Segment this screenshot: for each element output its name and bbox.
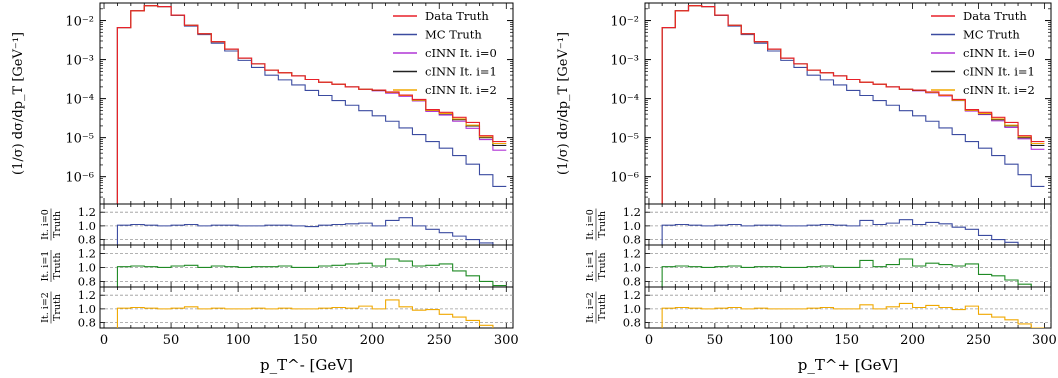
ratio-label-numerator: It. i=2	[585, 292, 596, 323]
ratio-y-tick-label: 1.0	[78, 219, 96, 233]
ratio-axes-frame	[644, 286, 1052, 329]
ratio-y-tick-label: 1.0	[623, 219, 641, 233]
x-tick-label: 300	[1032, 333, 1057, 348]
x-axis-label: p_T^+ [GeV]	[798, 356, 898, 374]
ratio-label-denominator: Truth	[52, 294, 63, 321]
chart-panel-ptminus: 10⁻² 10⁻³ 10⁻⁴ 10⁻⁵ 10⁻⁶ (1/σ) dσ/dp_T [GeV⁻¹…	[11, 2, 519, 374]
ratio-label-denominator: Truth	[597, 294, 608, 321]
legend-label: cINN It. i=2	[425, 83, 497, 97]
x-tick-label: 150	[834, 333, 859, 348]
ratio-label-denominator: Truth	[52, 253, 63, 280]
ratio-label-denominator: Truth	[597, 253, 608, 280]
y-tick-label: 10⁻⁵	[610, 132, 639, 147]
x-tick-label: 100	[226, 333, 251, 348]
x-tick-label: 250	[427, 333, 452, 348]
x-tick-label: 50	[163, 333, 180, 348]
ratio-y-tick-label: 1.2	[78, 288, 96, 302]
ratio-y-label: It. i=0 Truth	[585, 208, 608, 241]
legend-label: Data Truth	[963, 9, 1027, 23]
ratio-label-numerator: It. i=2	[40, 292, 51, 323]
legend-label: cINN It. i=0	[425, 46, 497, 60]
legend-label: Data Truth	[425, 9, 489, 23]
ratio-y-tick-label: 0.8	[78, 274, 96, 288]
y-tick-label: 10⁻³	[610, 54, 639, 69]
ratio-y-label: It. i=2 Truth	[40, 291, 63, 324]
x-tick-label: 100	[768, 333, 793, 348]
y-tick-label: 10⁻⁴	[610, 93, 639, 108]
ratio-y-tick-label: 1.2	[78, 205, 96, 219]
y-tick-label: 10⁻⁵	[65, 132, 94, 147]
ratio-line	[661, 219, 1032, 245]
legend-label: cINN It. i=1	[963, 65, 1035, 79]
ratio-axes-frame	[99, 244, 514, 288]
y-tick-label: 10⁻⁶	[610, 171, 639, 186]
ratio-y-tick-label: 0.8	[623, 316, 641, 330]
x-tick-label: 0	[100, 333, 108, 348]
x-tick-label: 200	[900, 333, 925, 348]
ratio-y-tick-label: 1.2	[623, 288, 641, 302]
x-tick-label: 300	[494, 333, 519, 348]
legend-label: cINN It. i=0	[963, 46, 1035, 60]
x-tick-label: 150	[293, 333, 318, 348]
legend-label: MC Truth	[425, 28, 482, 42]
legend-label: cINN It. i=2	[963, 83, 1035, 97]
chart-panel-ptplus: 10⁻² 10⁻³ 10⁻⁴ 10⁻⁵ 10⁻⁶ (1/σ) dσ/dp_T [GeV⁻¹…	[556, 2, 1057, 374]
ratio-axes-frame	[644, 203, 1052, 246]
y-axis-label: (1/σ) dσ/dp_T [GeV⁻¹]	[556, 32, 571, 175]
x-tick-label: 250	[966, 333, 991, 348]
series-line-data-truth	[116, 5, 507, 204]
ratio-line	[661, 258, 1045, 287]
ratio-label-denominator: Truth	[52, 211, 63, 238]
ratio-label-denominator: Truth	[597, 211, 608, 238]
ratio-y-tick-label: 0.8	[623, 274, 641, 288]
x-tick-label: 50	[707, 333, 724, 348]
ratio-y-tick-label: 0.8	[78, 316, 96, 330]
ratio-line	[661, 302, 1045, 328]
ratio-y-tick-label: 1.0	[623, 260, 641, 274]
ratio-axes-frame	[99, 203, 514, 246]
series-line-data-truth	[661, 5, 1045, 204]
ratio-line	[116, 258, 507, 287]
ratio-y-tick-label: 0.8	[78, 233, 96, 247]
y-tick-label: 10⁻⁴	[65, 93, 94, 108]
ratio-label-numerator: It. i=1	[40, 251, 51, 282]
y-tick-label: 10⁻²	[65, 15, 94, 30]
ratio-y-tick-label: 1.2	[623, 246, 641, 260]
ratio-y-label: It. i=2 Truth	[585, 291, 608, 324]
ratio-line	[116, 217, 494, 245]
ratio-y-tick-label: 0.8	[623, 233, 641, 247]
x-axis-label: p_T^- [GeV]	[260, 356, 353, 374]
y-tick-label: 10⁻³	[65, 54, 94, 69]
ratio-axes-frame	[644, 244, 1052, 288]
x-tick-label: 200	[360, 333, 385, 348]
ratio-y-tick-label: 1.2	[623, 205, 641, 219]
ratio-label-numerator: It. i=0	[40, 209, 51, 240]
y-tick-label: 10⁻⁶	[65, 171, 94, 186]
ratio-axes-frame	[99, 286, 514, 329]
ratio-y-tick-label: 1.2	[78, 246, 96, 260]
x-tick-label: 0	[645, 333, 653, 348]
ratio-y-tick-label: 1.0	[78, 260, 96, 274]
legend-label: cINN It. i=1	[425, 65, 497, 79]
ratio-y-label: It. i=1 Truth	[40, 250, 63, 282]
ratio-y-tick-label: 1.0	[623, 302, 641, 316]
ratio-y-label: It. i=0 Truth	[40, 208, 63, 241]
ratio-line	[116, 299, 494, 328]
y-axis-label: (1/σ) dσ/dp_T [GeV⁻¹]	[11, 32, 26, 175]
ratio-y-tick-label: 1.0	[78, 302, 96, 316]
ratio-y-label: It. i=1 Truth	[585, 250, 608, 282]
legend-label: MC Truth	[963, 28, 1020, 42]
ratio-label-numerator: It. i=1	[585, 251, 596, 282]
y-tick-label: 10⁻²	[610, 15, 639, 30]
ratio-label-numerator: It. i=0	[585, 209, 596, 240]
